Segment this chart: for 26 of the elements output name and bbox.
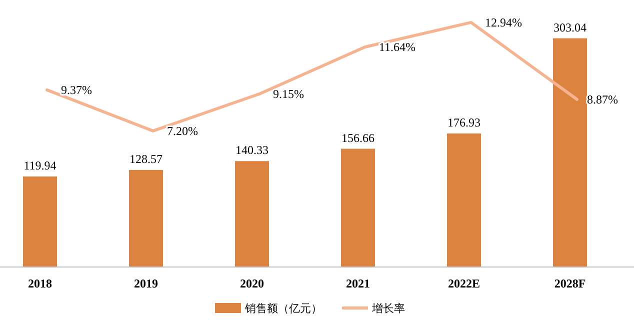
data-label: 11.64%: [379, 40, 416, 54]
data-label: 303.04: [554, 20, 586, 34]
x-tick-label: 2021: [346, 276, 370, 291]
data-label: 128.57: [130, 152, 162, 166]
data-label: 140.33: [236, 143, 268, 158]
x-tick-label: 2022E: [448, 276, 480, 291]
x-tick-label: 2018: [28, 276, 52, 291]
data-label: 156.66: [342, 130, 374, 145]
data-label: 8.87%: [587, 92, 618, 106]
bar: [447, 133, 481, 267]
data-label: 119.94: [24, 158, 56, 172]
data-label: 12.94%: [485, 15, 522, 30]
legend-label: 增长率: [371, 302, 405, 315]
data-label: 9.15%: [273, 87, 304, 102]
data-label: 9.37%: [61, 82, 92, 97]
x-tick-label: 2019: [134, 276, 158, 291]
x-tick-label: 2028F: [554, 276, 586, 291]
bar: [129, 170, 163, 267]
bar: [235, 161, 269, 267]
bar: [341, 148, 375, 267]
bar: [553, 38, 587, 267]
data-label: 176.93: [448, 115, 480, 130]
bar: [23, 176, 57, 267]
x-tick-label: 2020: [240, 276, 264, 291]
data-label: 7.20%: [167, 124, 198, 138]
legend-label: 销售额（亿元）: [244, 302, 322, 315]
